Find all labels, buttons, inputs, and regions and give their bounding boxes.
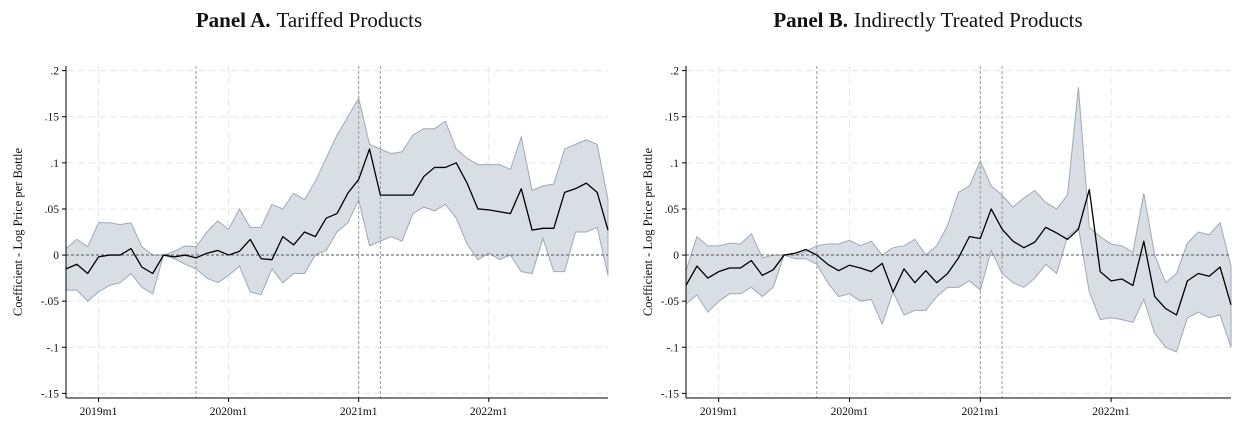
panel-b-x-tick-label: 2020m1 bbox=[831, 406, 869, 418]
panel-a-plot: .2 .15 .1 .05 0 -.05 -.1 -.15 2019m1 2020m1 2021m1… bbox=[11, 66, 609, 418]
panel-a-y-tick-label: -.05 bbox=[41, 296, 59, 308]
panel-a-y-tick-label: .2 bbox=[50, 66, 59, 78]
panel-a-x-tick-label: 2020m1 bbox=[210, 406, 248, 418]
panel-a-y-tick-label: .05 bbox=[45, 204, 60, 216]
panel-a-x-tick-label: 2019m1 bbox=[80, 406, 118, 418]
panel-a-coefficient-line bbox=[65, 148, 609, 275]
panel-b: Panel B. Indirectly Treated Products .2 .1… bbox=[641, 8, 1232, 418]
panel-b-y-tick-label: .2 bbox=[670, 66, 679, 78]
panel-b-y-axis-label: Coefficient - Log Price per Bottle bbox=[641, 147, 655, 316]
panel-b-y-tick-label: -.05 bbox=[661, 296, 679, 308]
panel-b-y-tick-label: 0 bbox=[673, 250, 679, 262]
panel-b-y-tick-label: .15 bbox=[665, 112, 680, 124]
panel-b-confidence-band bbox=[685, 87, 1232, 353]
panel-a: Panel A. Tariffed Products .2 .15 .1 .05 0 -.0… bbox=[11, 8, 609, 418]
panel-a-y-tick-label: -.1 bbox=[47, 342, 60, 354]
panel-b-title: Panel B. Indirectly Treated Products bbox=[773, 8, 1082, 32]
panel-a-x-tick-label: 2021m1 bbox=[340, 406, 378, 418]
panel-a-y-tick-label: -.15 bbox=[41, 388, 59, 400]
panel-b-label: Panel B. bbox=[773, 8, 848, 32]
panel-b-coefficient-line bbox=[685, 188, 1232, 316]
panel-b-y-tick-label: -.1 bbox=[667, 342, 680, 354]
panel-a-y-tick-label: .15 bbox=[45, 112, 60, 124]
panel-b-y-tick-label: -.15 bbox=[661, 388, 679, 400]
panel-a-confidence-band bbox=[65, 96, 609, 302]
panel-b-x-tick-label: 2022m1 bbox=[1092, 406, 1130, 418]
panel-a-y-tick-label: .1 bbox=[50, 158, 59, 170]
panel-a-y-axis-label: Coefficient - Log Price per Bottle bbox=[11, 147, 25, 316]
panel-a-label: Panel A. bbox=[196, 8, 271, 32]
panel-b-y-tick-label: .05 bbox=[665, 204, 680, 216]
panel-a-x-tick-label: 2022m1 bbox=[470, 406, 508, 418]
panel-b-x-tick-label: 2019m1 bbox=[700, 406, 738, 418]
panel-a-title: Panel A. Tariffed Products bbox=[196, 8, 422, 32]
panel-a-title-text: Tariffed Products bbox=[276, 8, 422, 32]
panel-b-title-text: Indirectly Treated Products bbox=[854, 8, 1083, 32]
panel-b-plot: .2 .15 .1 .05 0 -.05 -.1 -.15 2019m1 2020m1 2021m1… bbox=[641, 66, 1232, 418]
panel-b-y-tick-label: .1 bbox=[670, 158, 679, 170]
panel-a-y-tick-label: 0 bbox=[53, 250, 59, 262]
panel-b-x-tick-label: 2021m1 bbox=[961, 406, 999, 418]
